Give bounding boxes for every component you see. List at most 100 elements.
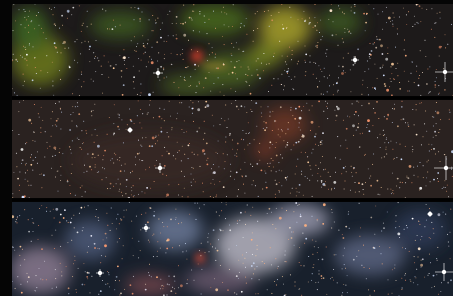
- star: [283, 140, 284, 141]
- star: [296, 222, 297, 223]
- red-knot: [195, 253, 205, 263]
- star: [138, 257, 139, 258]
- star: [26, 19, 27, 20]
- star: [314, 136, 316, 138]
- star: [317, 220, 318, 221]
- star: [24, 17, 25, 18]
- star: [40, 279, 41, 280]
- star: [318, 168, 319, 169]
- star: [246, 283, 247, 284]
- star: [61, 271, 62, 272]
- star: [229, 225, 230, 226]
- star: [315, 165, 316, 166]
- star: [392, 192, 393, 193]
- star: [30, 164, 32, 166]
- star: [27, 181, 28, 182]
- star: [199, 83, 200, 84]
- star: [291, 59, 292, 60]
- star: [418, 23, 419, 24]
- star: [163, 226, 164, 227]
- star: [226, 14, 227, 15]
- star: [134, 195, 135, 196]
- star: [437, 260, 438, 261]
- star: [354, 114, 355, 115]
- star: [126, 186, 127, 187]
- star: [137, 115, 138, 116]
- star: [364, 71, 365, 72]
- star: [439, 93, 440, 94]
- star: [215, 288, 218, 291]
- star: [72, 164, 73, 165]
- star: [225, 105, 226, 106]
- star: [224, 44, 225, 45]
- star: [435, 111, 436, 112]
- star: [351, 166, 352, 167]
- star: [133, 76, 135, 78]
- star: [114, 153, 115, 154]
- star: [271, 15, 272, 16]
- star: [55, 230, 56, 231]
- star: [283, 284, 284, 285]
- star: [331, 209, 332, 210]
- star: [186, 67, 187, 68]
- star: [317, 219, 318, 220]
- star: [370, 43, 371, 44]
- star: [321, 187, 322, 188]
- star: [57, 52, 58, 53]
- star: [374, 234, 375, 235]
- star: [93, 110, 94, 111]
- star: [392, 122, 393, 123]
- star: [392, 20, 393, 21]
- star: [169, 11, 170, 12]
- star: [403, 8, 404, 9]
- star: [322, 259, 324, 261]
- star: [275, 197, 276, 198]
- star: [192, 108, 194, 110]
- star: [293, 232, 294, 233]
- star: [46, 211, 47, 212]
- star: [420, 50, 421, 51]
- star: [394, 265, 395, 266]
- star: [182, 196, 183, 197]
- star: [119, 223, 120, 224]
- star: [117, 242, 118, 243]
- star: [24, 197, 25, 198]
- star: [342, 12, 343, 13]
- star: [214, 184, 215, 185]
- star: [235, 73, 236, 74]
- star: [255, 185, 256, 186]
- star: [320, 144, 321, 145]
- star: [217, 250, 219, 252]
- star: [394, 17, 395, 18]
- star: [419, 190, 420, 191]
- star: [83, 263, 84, 264]
- star: [57, 171, 58, 172]
- star: [54, 46, 55, 47]
- star: [318, 145, 319, 146]
- star: [87, 26, 88, 27]
- star: [285, 133, 286, 134]
- star: [45, 131, 46, 132]
- star: [226, 204, 227, 205]
- star: [180, 54, 181, 55]
- star: [191, 185, 192, 186]
- star: [261, 170, 263, 172]
- star: [118, 179, 119, 180]
- star: [231, 53, 232, 54]
- star: [373, 154, 374, 155]
- star: [191, 167, 192, 168]
- star: [338, 66, 339, 67]
- star: [305, 54, 307, 56]
- star: [162, 288, 163, 289]
- star: [81, 149, 82, 150]
- star: [443, 212, 444, 213]
- star: [44, 157, 45, 158]
- star: [247, 75, 248, 76]
- star: [324, 76, 325, 77]
- star: [110, 65, 112, 67]
- star: [197, 154, 198, 155]
- star: [393, 26, 394, 27]
- star: [205, 101, 207, 103]
- star: [332, 34, 334, 36]
- star: [145, 137, 146, 138]
